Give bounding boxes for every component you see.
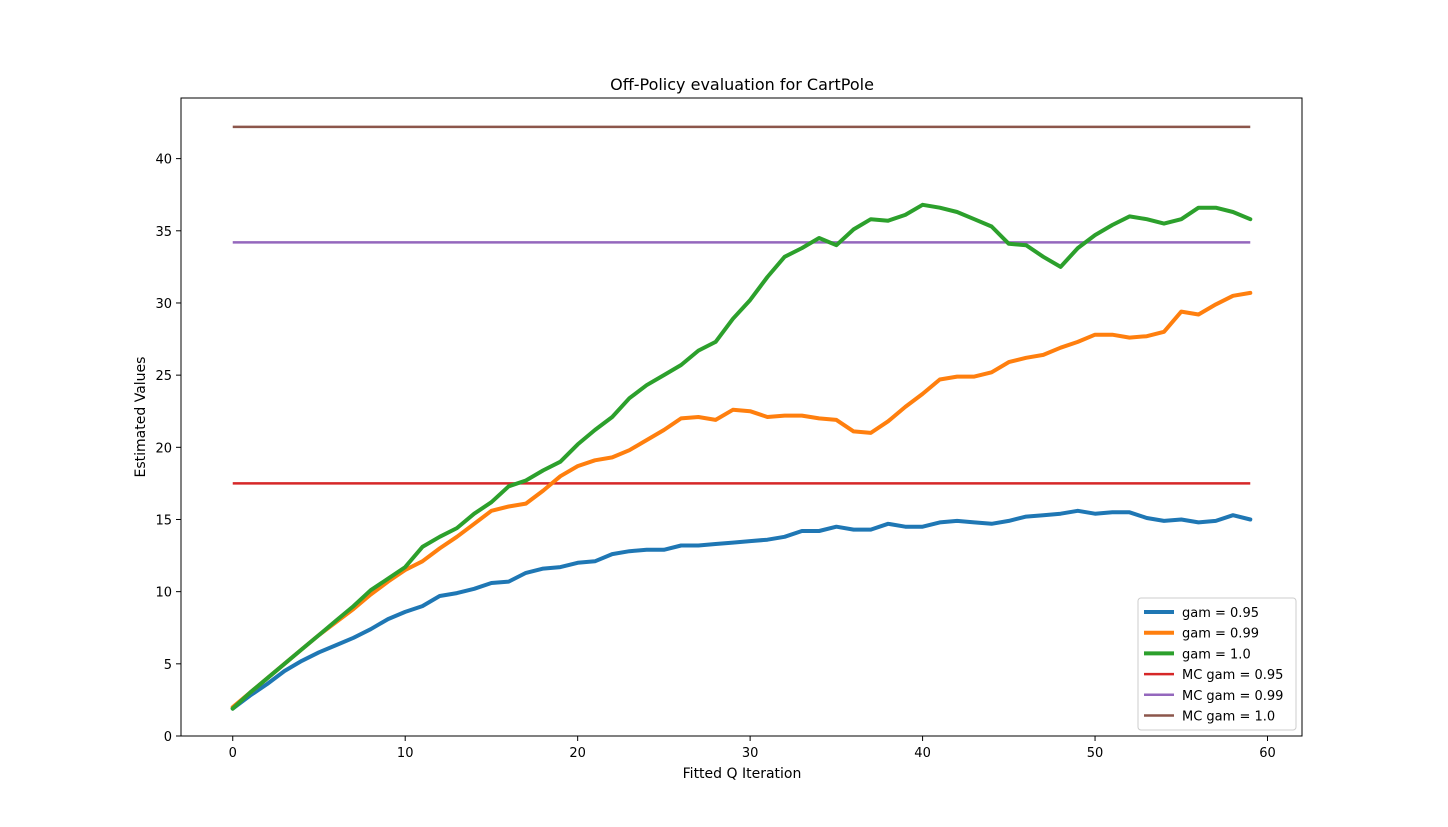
legend-label-4: MC gam = 0.99 xyxy=(1182,689,1283,704)
x-tick-label: 20 xyxy=(569,746,586,761)
legend-label-3: MC gam = 0.95 xyxy=(1182,668,1283,683)
x-tick-label: 60 xyxy=(1259,746,1276,761)
series-line-1 xyxy=(230,290,1253,710)
y-tick-label: 5 xyxy=(164,658,172,673)
legend: gam = 0.95 gam = 0.99 gam = 1.0 MC gam = 0.… xyxy=(1137,597,1297,731)
y-tick-label: 30 xyxy=(155,297,172,312)
x-tick-label: 30 xyxy=(742,746,759,761)
x-axis-label: Fitted Q Iteration xyxy=(683,766,802,782)
legend-label-1: gam = 0.99 xyxy=(1182,627,1259,642)
y-tick-label: 15 xyxy=(155,513,172,528)
y-tick-label: 0 xyxy=(164,730,172,745)
series-lines xyxy=(230,202,1253,711)
legend-label-2: gam = 1.0 xyxy=(1182,647,1251,662)
x-tick-label: 0 xyxy=(229,746,237,761)
x-tick-label: 50 xyxy=(1087,746,1104,761)
series-line-0 xyxy=(230,508,1253,711)
plot-area xyxy=(180,97,1303,737)
reference-lines xyxy=(232,125,1251,485)
y-tick-label: 20 xyxy=(155,441,172,456)
y-tick-label: 35 xyxy=(155,225,172,240)
legend-box xyxy=(1137,597,1297,731)
series-line-2 xyxy=(230,202,1253,711)
y-tick-label: 40 xyxy=(155,153,172,168)
x-tick-label: 40 xyxy=(914,746,931,761)
y-tick-label: 25 xyxy=(155,369,172,384)
y-axis-ticks: 0 5 10 15 20 25 30 35 40 xyxy=(155,153,181,745)
x-tick-label: 10 xyxy=(397,746,414,761)
legend-label-0: gam = 0.95 xyxy=(1182,606,1259,621)
x-axis-ticks: 0 10 20 30 40 50 60 xyxy=(229,736,1276,761)
y-axis-label: Estimated Values xyxy=(133,357,149,478)
legend-label-5: MC gam = 1.0 xyxy=(1182,710,1275,725)
y-tick-label: 10 xyxy=(155,586,172,601)
chart-title: Off-Policy evaluation for CartPole xyxy=(610,75,874,94)
